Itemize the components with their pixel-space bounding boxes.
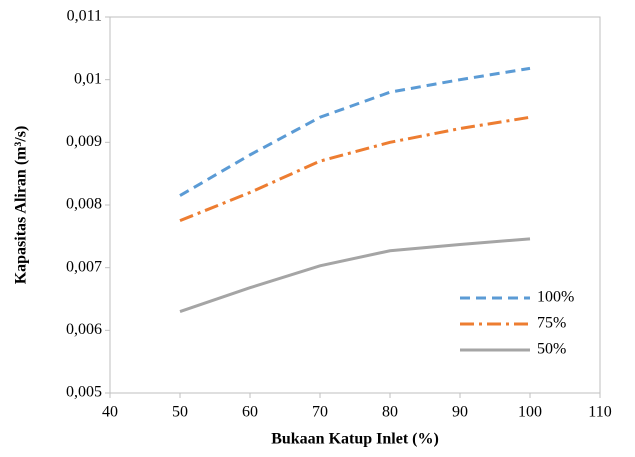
series-line xyxy=(179,115,531,223)
x-tick-label: 110 xyxy=(588,404,611,421)
series-line xyxy=(179,237,531,313)
x-tick-label: 60 xyxy=(242,404,258,421)
y-tick-label: 0,005 xyxy=(66,384,102,401)
x-tick-label: 90 xyxy=(452,404,468,421)
x-tick-label: 40 xyxy=(102,404,118,421)
series-line xyxy=(179,66,531,197)
y-tick-label: 0,008 xyxy=(66,196,102,213)
x-axis-title: Bukaan Katup Inlet (%) xyxy=(271,431,439,448)
y-axis-title: Kapasitas Aliran (m³/s) xyxy=(13,126,30,285)
x-tick-label: 100 xyxy=(518,404,542,421)
y-tick-label: 0,007 xyxy=(66,258,102,275)
x-tick-label: 80 xyxy=(382,404,398,421)
x-tick-label: 70 xyxy=(312,404,328,421)
legend-label: 50% xyxy=(537,341,566,358)
y-tick-label: 0,009 xyxy=(66,133,102,150)
x-tick-label: 50 xyxy=(172,404,188,421)
y-tick-label: 0,01 xyxy=(74,70,102,87)
legend-label: 75% xyxy=(537,315,566,332)
y-tick-label: 0,006 xyxy=(66,321,102,338)
y-tick-label: 0,011 xyxy=(67,8,102,25)
legend-label: 100% xyxy=(537,289,574,306)
plot-frame xyxy=(109,16,601,394)
